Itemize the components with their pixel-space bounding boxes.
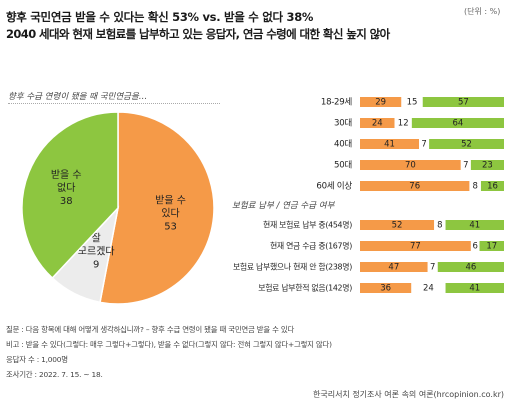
bar-segment-yes (360, 118, 395, 128)
bar-category-label: 보험료 납부한적 없음(142명) (258, 283, 352, 293)
bar-value-label: 64 (453, 119, 464, 129)
bar-value-label: 8 (472, 182, 477, 192)
bar-group-header: 보험료 납부 / 연금 수급 여부 (232, 201, 335, 211)
bar-category-label: 현재 보험료 납부 중(454명) (263, 220, 352, 230)
bar-value-label: 16 (487, 182, 498, 192)
bar-value-label: 6 (472, 242, 477, 252)
pie-chart: 받을 수 있다 53 잘 모르겠다 9 받을 수 없다 38 (21, 111, 215, 305)
bar-value-label: 24 (372, 119, 383, 129)
bar-segment-yes (360, 160, 461, 170)
headline: 향후 국민연금 받을 수 있다는 확신 53% vs. 받을 수 없다 38% (6, 10, 314, 24)
bar-segment-yes (360, 283, 412, 293)
bar-segment-no (470, 160, 504, 170)
bar-value-label: 12 (398, 119, 409, 129)
bar-segment-yes (360, 220, 435, 230)
bar-value-label: 17 (486, 242, 497, 252)
bar-value-label: 57 (458, 98, 469, 108)
unit-label: (단위 : %) (464, 7, 501, 16)
pie-label-unknown: 잘 모르겠다 9 (78, 232, 115, 270)
bar-segment-no (437, 262, 504, 272)
bar-segment-unknown (470, 241, 480, 251)
bar-value-label: 7 (421, 140, 426, 150)
footnote-remark: 비고 : 받을 수 있다(그렇다: 매우 그렇다+그렇다), 받을 수 없다(그… (6, 340, 332, 349)
bar-category-label: 40대 (334, 139, 352, 150)
bar-segment-yes (360, 181, 470, 191)
bar-value-label: 77 (410, 242, 421, 252)
bar-segment-unknown (427, 262, 438, 272)
footnote-sample-size: 응답자 수 : 1,000명 (6, 355, 68, 364)
bar-value-label: 47 (388, 263, 399, 273)
stacked-bar-chart: 18-29세 29 15 57 30대 24 12 64 40대 41 7 52 50대 70 7 23 60세… (230, 97, 504, 294)
bar-value-label: 8 (437, 221, 442, 231)
bar-value-label: 23 (482, 161, 493, 171)
bar-segment-yes (360, 139, 420, 149)
footnotes: 질문 : 다음 항목에 대해 어떻게 생각하십니까? – 향후 수급 연령이 됐… (6, 322, 332, 382)
bar-value-label: 41 (469, 284, 480, 294)
footnote-period: 조사기간 : 2022. 7. 15. ~ 18. (6, 370, 103, 379)
bar-segment-no (479, 241, 504, 251)
bar-category-label: 현재 연금 수급 중(167명) (270, 241, 352, 251)
bar-segment-unknown (401, 97, 423, 107)
pie-slice-no (21, 111, 119, 280)
bar-segment-unknown (434, 220, 446, 230)
bar-segment-no (480, 181, 504, 191)
bar-segment-no (429, 139, 504, 149)
bar-segment-unknown (419, 139, 430, 149)
bar-value-label: 41 (384, 140, 395, 150)
bar-segment-no (445, 220, 504, 230)
source-credit: 한국리서치 정기조사 여론 속의 여론(hrcopinion.co.kr) (312, 390, 504, 399)
bar-category-label: 30대 (334, 118, 352, 129)
bar-value-label: 70 (405, 161, 416, 171)
bar-category-label: 50대 (334, 160, 352, 171)
bar-segment-yes (360, 241, 471, 251)
pie-chart-title: 향후 수급 연령이 됐을 때 국민연금을… (8, 92, 148, 102)
bar-segment-unknown (411, 283, 446, 293)
pie-label-no: 받을 수 없다 38 (51, 169, 82, 207)
bar-segment-no (445, 283, 504, 293)
bar-value-label: 7 (463, 161, 468, 171)
bar-value-label: 7 (430, 263, 435, 273)
bar-segment-yes (360, 262, 428, 272)
bar-value-label: 46 (465, 263, 476, 273)
bar-value-label: 36 (380, 284, 391, 294)
bar-value-label: 76 (409, 182, 420, 192)
pie-label-yes: 받을 수 있다 53 (155, 194, 186, 232)
bar-category-label: 과거 보험료 납부했으나 현재 안 함(238명) (230, 262, 352, 272)
bar-value-label: 41 (469, 221, 480, 231)
footnote-question: 질문 : 다음 항목에 대해 어떻게 생각하십니까? – 향후 수급 연령이 됐… (6, 325, 295, 334)
bar-category-label: 60세 이상 (316, 181, 352, 192)
bar-segment-yes (360, 97, 402, 107)
pie-slice-yes (99, 111, 215, 305)
bar-segment-no (411, 118, 504, 128)
pie-title-divider (8, 103, 220, 104)
bar-segment-unknown (394, 118, 412, 128)
bar-value-label: 52 (392, 221, 403, 231)
bar-segment-unknown (460, 160, 471, 170)
bar-category-label: 18-29세 (321, 97, 352, 108)
bar-segment-no (422, 97, 504, 107)
bar-value-label: 29 (375, 98, 386, 108)
bar-segment-unknown (469, 181, 481, 191)
subheadline: 2040 세대와 현재 보험료를 납부하고 있는 응답자, 연금 수령에 대한 … (6, 27, 390, 41)
bar-value-label: 52 (461, 140, 472, 150)
bar-value-label: 24 (423, 284, 434, 294)
bar-value-label: 15 (407, 98, 418, 108)
